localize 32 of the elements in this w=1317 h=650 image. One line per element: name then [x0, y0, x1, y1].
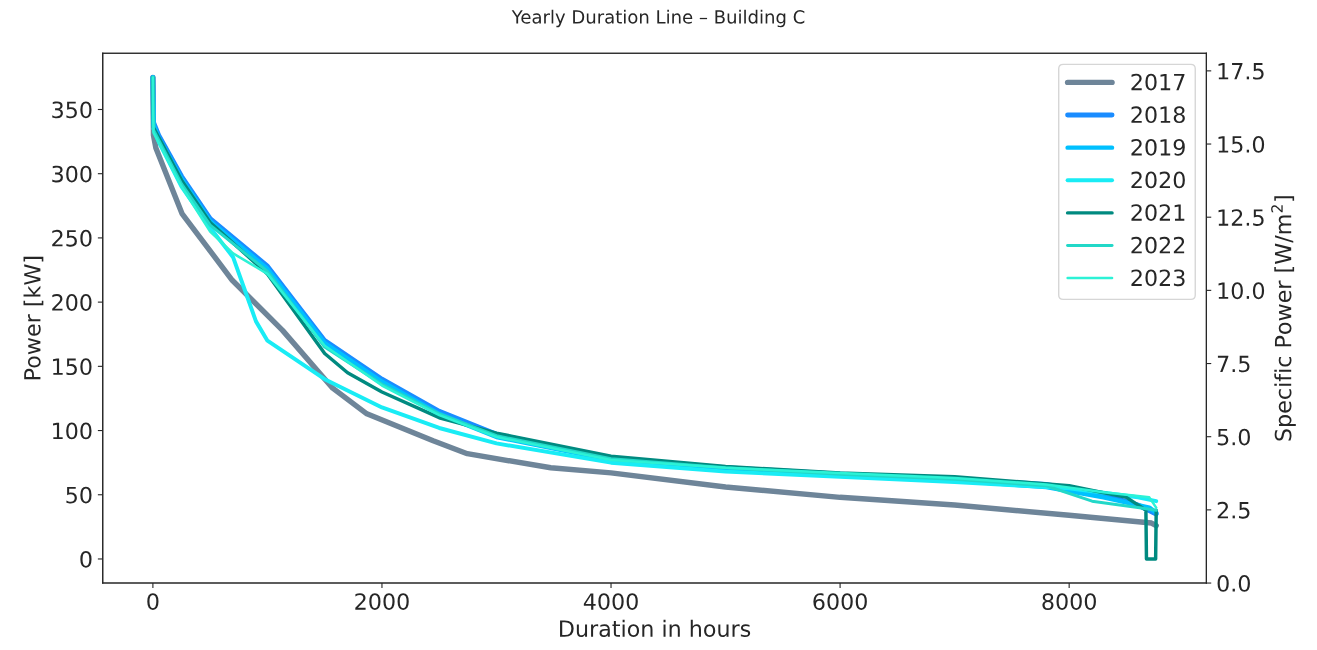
y2-tick-label: 0.0	[1217, 575, 1250, 592]
legend-label: 2022	[1131, 236, 1185, 254]
legend-label: 2023	[1131, 269, 1185, 287]
x-axis-title: Duration in hours	[560, 619, 751, 638]
y2-tick-label: 17.5	[1218, 63, 1264, 80]
x-tick-label: 8000	[1042, 593, 1096, 610]
y-tick-label: 250	[52, 229, 92, 247]
x-tick-label: 0	[147, 593, 159, 610]
x-tick-label: 6000	[813, 593, 867, 610]
chart-title: Yearly Duration Line – Building C	[511, 9, 805, 28]
legend-label: 2018	[1131, 106, 1185, 124]
y-tick-label: 50	[66, 486, 92, 504]
y-tick-label: 300	[52, 165, 92, 183]
y2-tick-label: 7.5	[1217, 355, 1250, 373]
y-axis-title: Power [kW]	[23, 256, 44, 380]
legend-label: 2019	[1131, 138, 1185, 156]
y2-tick-label: 5.0	[1217, 428, 1250, 446]
y-tick-label: 100	[53, 422, 92, 440]
legend-label: 2017	[1131, 73, 1185, 91]
y-tick-label: 150	[53, 358, 92, 376]
y2-tick-label: 12.5	[1218, 209, 1264, 226]
legend-label: 2020	[1131, 171, 1185, 189]
y-tick-label: 0	[80, 550, 92, 568]
y2-tick-label: 2.5	[1217, 501, 1250, 519]
legend-label: 2021	[1131, 204, 1185, 221]
y2-tick-label: 10.0	[1218, 282, 1265, 300]
y2-axis-title: Specific Power [W/m$^{2}$]	[1271, 196, 1296, 441]
y-tick-label: 350	[52, 101, 92, 119]
x-tick-label: 2000	[355, 593, 409, 610]
y2-tick-label: 15.0	[1218, 135, 1265, 153]
y-tick-label: 200	[52, 294, 92, 311]
x-tick-label: 4000	[583, 593, 638, 610]
